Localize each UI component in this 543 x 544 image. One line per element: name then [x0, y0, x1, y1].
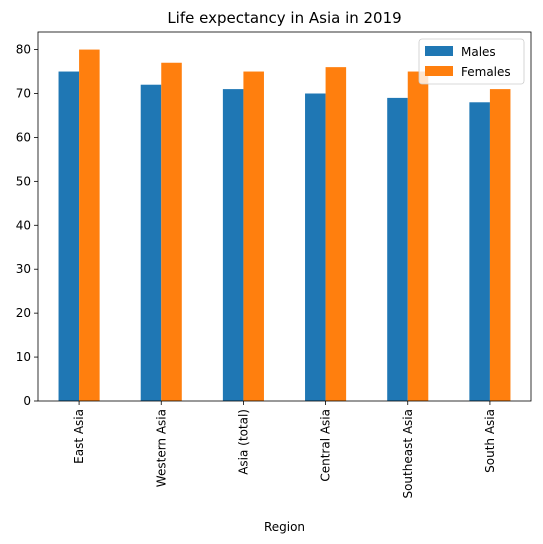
x-tick-label-5: South Asia	[483, 409, 497, 473]
bar-females-0	[79, 49, 100, 401]
plot-area: 0 10 20 30 40 50 60 70 80 East Asia Western Asia As…	[16, 31, 532, 499]
bar-females-1	[161, 62, 182, 401]
legend-label-males: Males	[461, 45, 496, 59]
x-tick-label-3: Central Asia	[319, 409, 333, 482]
y-tick-label-4: 40	[16, 218, 31, 232]
x-tick-label-1: Western Asia	[154, 409, 168, 487]
bar-males-4	[387, 97, 408, 402]
plot-frame	[37, 31, 532, 402]
bar-males-1	[140, 84, 162, 401]
bar-females-2	[243, 71, 264, 402]
y-tick-label-2: 20	[16, 306, 31, 320]
y-tick-label-7: 70	[16, 87, 31, 101]
y-tick-label-0: 0	[23, 394, 31, 408]
y-tick-label-1: 10	[16, 350, 31, 364]
bar-males-0	[58, 71, 80, 402]
x-tick-label-0: East Asia	[72, 409, 86, 464]
bar-females-5	[489, 89, 511, 401]
y-tick-label-5: 50	[16, 174, 31, 188]
bar-males-3	[305, 93, 326, 401]
x-tick-label-4: Southeast Asia	[401, 409, 415, 499]
legend-label-females: Females	[461, 65, 511, 79]
y-tick-label-8: 80	[16, 43, 31, 57]
y-tick-label-6: 60	[16, 130, 31, 144]
bar-females-4	[407, 71, 429, 402]
chart-title: Life expectancy in Asia in 2019	[167, 9, 401, 27]
legend-swatch-males	[425, 46, 453, 56]
bar-females-3	[325, 67, 347, 402]
bar-males-2	[222, 89, 244, 401]
y-tick-label-3: 30	[16, 262, 31, 276]
x-axis-label: Region	[264, 520, 305, 534]
legend-swatch-females	[425, 66, 453, 76]
bar-males-5	[469, 102, 490, 402]
x-tick-label-2: Asia (total)	[236, 409, 250, 475]
